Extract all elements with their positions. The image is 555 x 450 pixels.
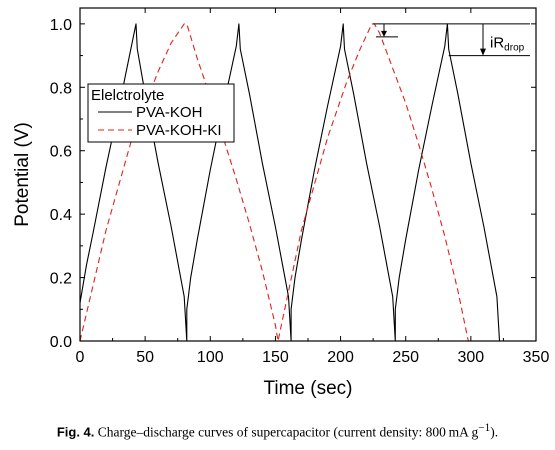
x-tick-label: 250 (392, 349, 419, 366)
y-tick-label: 0.8 (50, 80, 72, 97)
axis-ticks: 0 50 100 150 200 250 300 350 0.0 0.2 0.4 0.6 0.8 1.0 (50, 8, 550, 366)
legend-label-pva-koh: PVA-KOH (136, 104, 202, 121)
plot-data-layer (79, 23, 501, 342)
caption-end: ). (490, 424, 499, 440)
x-tick-label: 0 (76, 349, 85, 366)
y-tick-label: 0.4 (50, 207, 72, 224)
plot-frame (79, 7, 537, 342)
x-tick-label: 100 (197, 349, 224, 366)
ir-drop-label-main: iR (490, 35, 504, 52)
series-line-pva-koh-ki (79, 23, 469, 342)
x-tick-label: 350 (523, 349, 550, 366)
figure-label: Fig. 4. (56, 424, 95, 440)
ir-drop-right-arrow-head (480, 48, 486, 56)
x-tick-label: 50 (136, 349, 154, 366)
x-axis-title: Time (sec) (263, 378, 352, 399)
legend: Elelctrolyte PVA-KOH PVA-KOH-KI (87, 83, 235, 143)
caption-text: Charge–discharge curves of supercapacito… (97, 424, 479, 440)
y-tick-label: 0.6 (50, 144, 72, 161)
legend-title: Elelctrolyte (91, 87, 164, 104)
x-tick-label: 150 (262, 349, 289, 366)
x-tick-label: 200 (327, 349, 354, 366)
ir-drop-label-subscript: drop (504, 43, 524, 54)
legend-box (87, 83, 235, 143)
figure-caption: Fig. 4. Charge–discharge curves of super… (0, 422, 555, 441)
charge-discharge-chart: 0 50 100 150 200 250 300 3500.00.20.40.60.81.0 … (12, 7, 550, 399)
y-tick-label: 0.2 (50, 271, 72, 288)
legend-label-pva-koh-ki: PVA-KOH-KI (136, 122, 222, 139)
y-tick-label: 0.0 (50, 334, 72, 351)
ir-drop-left-arrow-head (381, 30, 387, 37)
caption-superscript: −1 (478, 422, 491, 434)
ir-drop-annotation: iRdrop (373, 23, 530, 57)
series-line-pva-koh (79, 23, 501, 342)
ir-drop-label: iRdrop (490, 35, 525, 54)
x-tick-label: 300 (458, 349, 485, 366)
y-tick-label: 1.0 (50, 17, 72, 34)
y-axis-title: Potential (V) (12, 122, 33, 227)
